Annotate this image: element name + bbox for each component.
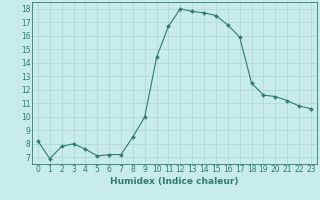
X-axis label: Humidex (Indice chaleur): Humidex (Indice chaleur)	[110, 177, 239, 186]
